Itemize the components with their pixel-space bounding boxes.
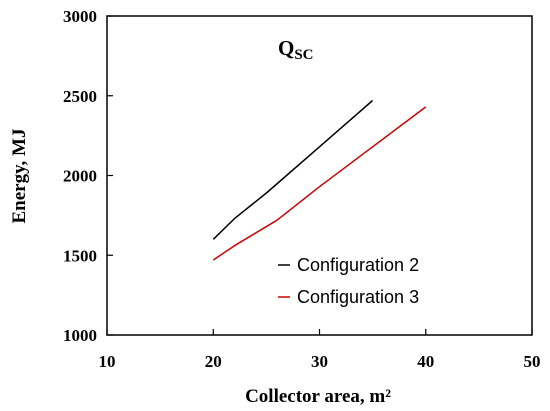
annotation-subscript: SC [294, 47, 313, 63]
y-tick-label: 1000 [63, 326, 97, 345]
x-tick-label: 10 [99, 352, 116, 371]
y-tick-label: 2500 [63, 87, 97, 106]
tick-labels: 10 20 30 40 50 1000 1500 2000 2500 3000 [63, 7, 541, 371]
legend-label: Configuration 2 [297, 255, 419, 275]
x-axis-title: Collector area, m² [245, 386, 391, 407]
annotation-main: Q [278, 36, 294, 60]
tick-marks [106, 15, 533, 336]
series-line-configuration-2 [212, 99, 374, 240]
x-tick-label: 30 [311, 352, 328, 371]
y-tick-label: 3000 [63, 7, 97, 26]
series-lines [212, 99, 427, 261]
y-axis-title: Energy, MJ [9, 129, 30, 224]
x-tick-label: 40 [417, 352, 434, 371]
series-line-configuration-3 [212, 106, 427, 261]
y-tick-label: 2000 [63, 167, 97, 186]
annotation-q-sc: QSC [278, 36, 314, 63]
legend-label: Configuration 3 [297, 287, 419, 307]
x-tick-label: 50 [524, 352, 541, 371]
x-tick-label: 20 [205, 352, 222, 371]
legend: Configuration 2 Configuration 3 [278, 255, 419, 307]
y-tick-label: 1500 [63, 246, 97, 265]
